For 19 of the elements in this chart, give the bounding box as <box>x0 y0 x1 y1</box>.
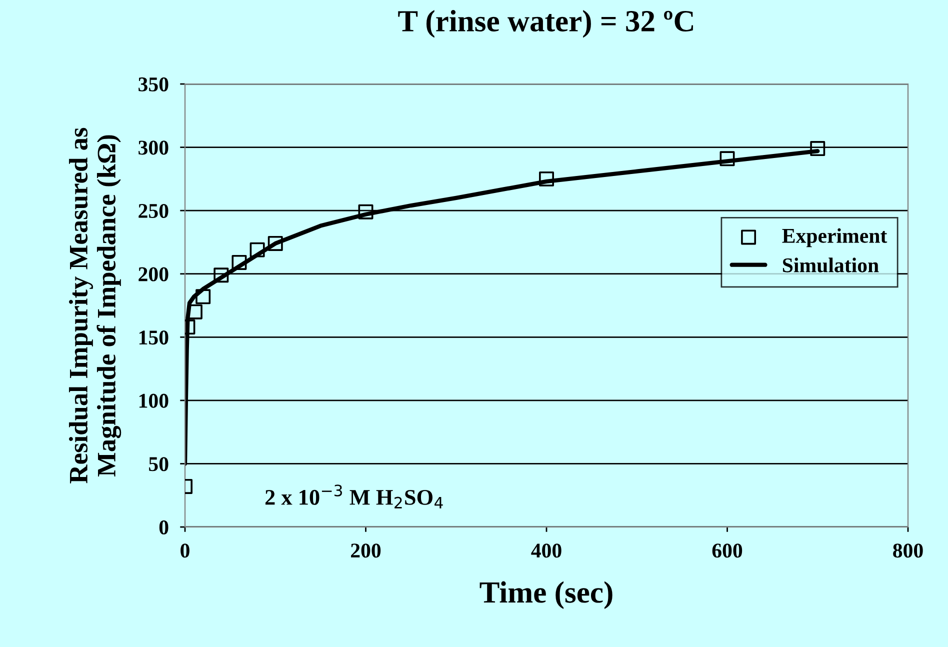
y-tick-label: 150 <box>139 330 168 345</box>
annotation: 2 x 10$^{−3}$ M H$_{2}$SO$_{4}$ <box>265 484 443 508</box>
x-tick-label: 600 <box>712 544 742 558</box>
x-axis-title: Time (sec) <box>480 581 612 610</box>
y-tick-label: 100 <box>139 394 168 408</box>
y-tick-label: 350 <box>138 77 168 92</box>
legend-label: Experiment <box>782 228 888 248</box>
y-tick-label: 0 <box>159 520 168 534</box>
chart-title: T (rinse water) = 32 ºC <box>398 10 693 38</box>
x-tick-label: 800 <box>893 544 923 558</box>
x-tick-label: 0 <box>180 544 190 558</box>
x-tick-label: 200 <box>351 544 381 558</box>
y-tick-label: 50 <box>149 457 168 472</box>
x-tick-label: 400 <box>531 544 562 558</box>
y-tick-label: 200 <box>138 267 168 282</box>
y-axis-title: Residual Impurity Measured as Magnitude of Impedance (kΩ) <box>68 128 122 484</box>
y-tick-label: 300 <box>138 140 168 155</box>
legend-label: Simulation <box>782 258 879 272</box>
y-tick-label: 250 <box>138 204 168 218</box>
